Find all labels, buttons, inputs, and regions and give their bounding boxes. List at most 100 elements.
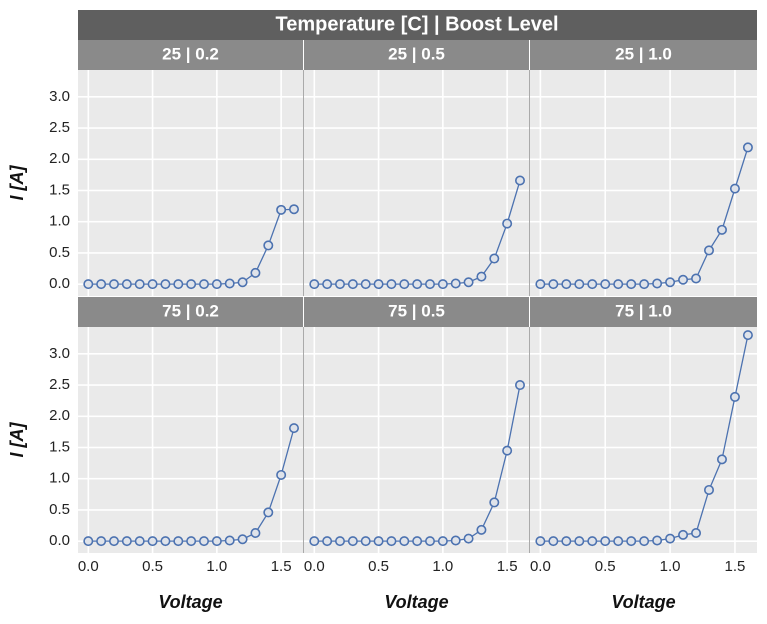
y-tick-label: 0.5 — [49, 501, 70, 518]
data-point — [600, 279, 611, 290]
strip — [78, 297, 303, 327]
y-tick-label: 0.5 — [49, 244, 70, 261]
y-tick-label: 2.5 — [49, 119, 70, 136]
data-point — [489, 253, 500, 264]
data-point — [186, 279, 197, 290]
x-tick-label: 1.5 — [271, 558, 292, 575]
x-tick-label: 0.0 — [304, 558, 325, 575]
data-point — [412, 279, 423, 290]
data-point — [574, 279, 585, 290]
x-axis-label: Voltage — [384, 592, 448, 612]
data-point — [96, 279, 107, 290]
panel-title: 25 | 1.0 — [615, 44, 672, 63]
data-point — [263, 507, 274, 518]
data-point — [437, 536, 448, 547]
y-tick-label: 2.0 — [49, 150, 70, 167]
data-point — [463, 277, 474, 288]
data-point — [476, 271, 487, 282]
data-point — [514, 380, 525, 391]
data-point — [121, 536, 132, 547]
y-tick-label: 2.5 — [49, 376, 70, 393]
y-tick-label: 2.0 — [49, 407, 70, 424]
data-point — [639, 536, 650, 547]
data-point — [334, 536, 345, 547]
data-point — [173, 279, 184, 290]
data-point — [437, 279, 448, 290]
strip — [304, 40, 529, 70]
y-tick-label: 0.0 — [49, 532, 70, 549]
data-point — [639, 279, 650, 290]
data-point — [160, 536, 171, 547]
data-point — [691, 273, 702, 284]
y-tick-label: 3.0 — [49, 345, 70, 362]
data-point — [514, 175, 525, 186]
data-point — [742, 330, 753, 341]
data-point — [160, 279, 171, 290]
data-point — [561, 536, 572, 547]
data-point — [147, 536, 158, 547]
data-point — [561, 279, 572, 290]
strip — [530, 297, 757, 327]
data-point — [463, 533, 474, 544]
y-tick-label: 1.0 — [49, 213, 70, 230]
data-point — [548, 279, 559, 290]
data-point — [716, 454, 727, 465]
data-point — [476, 524, 487, 535]
data-point — [83, 536, 94, 547]
data-point — [489, 497, 500, 508]
data-point — [309, 279, 320, 290]
x-tick-label: 1.5 — [725, 558, 746, 575]
data-point — [502, 445, 513, 456]
y-tick-label: 1.0 — [49, 470, 70, 487]
data-point — [360, 279, 371, 290]
data-point — [83, 279, 94, 290]
data-point — [263, 240, 274, 251]
x-axis-label: Voltage — [611, 592, 675, 612]
y-tick-label: 1.5 — [49, 181, 70, 198]
panel-title: 75 | 1.0 — [615, 301, 672, 320]
plot-area — [530, 70, 757, 296]
data-point — [224, 278, 235, 289]
data-point — [173, 536, 184, 547]
data-point — [309, 536, 320, 547]
data-point — [502, 218, 513, 229]
data-point — [613, 536, 624, 547]
data-point — [224, 535, 235, 546]
x-tick-label: 1.0 — [432, 558, 453, 575]
data-point — [386, 536, 397, 547]
x-tick-label: 1.0 — [660, 558, 681, 575]
x-tick-label: 0.0 — [530, 558, 551, 575]
super-title: Temperature [C] | Boost Level — [275, 13, 558, 35]
data-point — [134, 279, 145, 290]
data-point — [199, 536, 210, 547]
data-point — [587, 536, 598, 547]
data-point — [386, 279, 397, 290]
data-point — [450, 278, 461, 289]
data-point — [237, 277, 248, 288]
data-point — [134, 536, 145, 547]
data-point — [109, 279, 120, 290]
x-tick-label: 0.0 — [78, 558, 99, 575]
x-axis-label: Voltage — [158, 592, 222, 612]
data-point — [147, 279, 158, 290]
x-tick-label: 0.5 — [368, 558, 389, 575]
panel-title: 75 | 0.5 — [388, 301, 445, 320]
data-point — [360, 536, 371, 547]
x-tick-label: 0.5 — [142, 558, 163, 575]
data-point — [450, 535, 461, 546]
data-point — [399, 279, 410, 290]
data-point — [574, 536, 585, 547]
panel-title: 25 | 0.2 — [162, 44, 219, 63]
data-point — [288, 423, 299, 434]
data-point — [276, 204, 287, 215]
x-tick-label: 1.0 — [206, 558, 227, 575]
data-point — [347, 279, 358, 290]
data-point — [186, 536, 197, 547]
strip — [530, 40, 757, 70]
data-point — [691, 528, 702, 539]
y-axis-label: I [A] — [7, 165, 27, 201]
data-point — [288, 204, 299, 215]
data-point — [322, 536, 333, 547]
data-point — [199, 279, 210, 290]
data-point — [729, 391, 740, 402]
